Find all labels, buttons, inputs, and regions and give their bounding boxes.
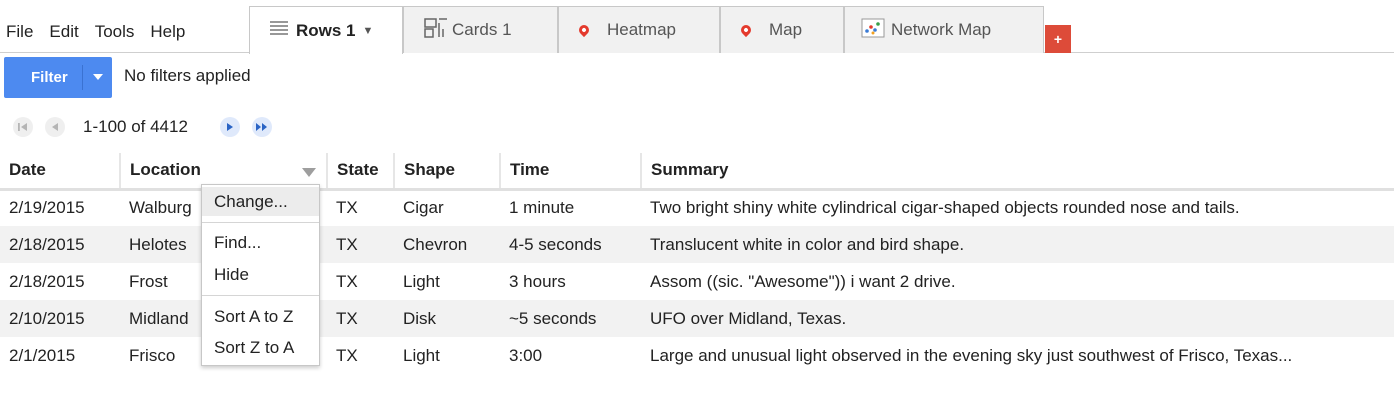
menu-item-hide[interactable]: Hide	[214, 264, 249, 284]
next-page-icon[interactable]	[219, 117, 240, 137]
table-header-row: Date Location State Shape Time Summary	[0, 153, 1394, 191]
menu-item-sort-z-a[interactable]: Sort Z to A	[214, 337, 295, 357]
network-icon	[861, 18, 885, 43]
column-header-shape[interactable]: Shape	[393, 153, 500, 191]
menu-divider	[202, 295, 319, 296]
cell-time: 3 hours	[509, 271, 566, 291]
table-row[interactable]: 2/10/2015 Midland TX Disk ~5 seconds UFO…	[0, 300, 1394, 337]
pager: 1-100 of 4412	[13, 116, 284, 138]
cell-state: TX	[336, 345, 358, 365]
cell-time: ~5 seconds	[500, 300, 641, 337]
cell-shape: Cigar	[403, 198, 444, 218]
cell-summary: UFO over Midland, Texas.	[641, 300, 1394, 337]
chevron-down-icon[interactable]: ▼	[362, 24, 374, 37]
cell-state: TX	[327, 300, 394, 337]
cell-shape: Chevron	[394, 226, 500, 263]
menu-help[interactable]: Help	[150, 22, 186, 41]
tab-map-label: Map	[769, 20, 803, 39]
pager-range: 1-100 of 4412	[83, 117, 188, 136]
column-header-location-label: Location	[130, 160, 201, 180]
menu-file[interactable]: File	[6, 22, 34, 41]
menu-item-sort-a-z[interactable]: Sort A to Z	[214, 306, 294, 326]
cell-time: 4-5 seconds	[500, 226, 641, 263]
column-header-time[interactable]: Time	[499, 153, 641, 191]
tab-network-map[interactable]: Network Map	[844, 6, 1044, 53]
tab-heatmap[interactable]: Heatmap	[558, 6, 720, 53]
filter-status: No filters applied	[124, 66, 251, 85]
column-header-summary[interactable]: Summary	[640, 153, 1394, 191]
cell-date: 2/19/2015	[9, 198, 85, 218]
cell-location: Frost	[129, 271, 168, 291]
cell-state: TX	[336, 198, 358, 218]
cell-summary: Large and unusual light observed in the …	[650, 345, 1293, 365]
table-row[interactable]: 2/19/2015 Walburg TX Cigar 1 minute Two …	[0, 189, 1394, 226]
tab-network-map-label: Network Map	[891, 20, 992, 39]
cell-state: TX	[327, 226, 394, 263]
add-tab-button[interactable]: +	[1045, 25, 1071, 53]
cell-time: 1 minute	[509, 198, 575, 218]
tab-rows[interactable]: Rows 1 ▼	[249, 6, 403, 54]
cell-location: Frisco	[129, 345, 176, 365]
tab-map[interactable]: Map	[720, 6, 844, 53]
tab-rows-label: Rows 1	[296, 20, 356, 40]
map-pin-icon	[738, 22, 754, 38]
chevron-down-icon[interactable]	[93, 74, 103, 80]
filter-button[interactable]: Filter	[4, 57, 112, 98]
cell-summary: Assom ((sic. "Awesome")) i want 2 drive.	[650, 271, 956, 291]
table-row[interactable]: 2/18/2015 Frost TX Light 3 hours Assom (…	[0, 263, 1394, 300]
column-header-date[interactable]: Date	[0, 153, 120, 191]
cell-date: 2/18/2015	[9, 271, 85, 291]
last-page-icon[interactable]	[251, 117, 272, 137]
menu-divider	[202, 222, 319, 223]
cell-shape: Light	[403, 271, 440, 291]
filter-button-divider	[82, 65, 83, 90]
menu-bar: File Edit Tools Help	[6, 22, 201, 42]
cell-date: 2/18/2015	[0, 226, 120, 263]
table-row[interactable]: 2/1/2015 Frisco TX Light 3:00 Large and …	[0, 337, 1394, 374]
column-header-state[interactable]: State	[326, 153, 394, 191]
cell-summary: Two bright shiny white cylindrical cigar…	[650, 198, 1240, 218]
first-page-icon[interactable]	[13, 117, 33, 137]
menu-item-find[interactable]: Find...	[214, 232, 262, 252]
cell-summary: Translucent white in color and bird shap…	[641, 226, 1394, 263]
menu-item-change[interactable]: Change...	[202, 187, 319, 216]
cell-time: 3:00	[509, 345, 543, 365]
menu-tools[interactable]: Tools	[94, 22, 135, 41]
tab-heatmap-label: Heatmap	[607, 20, 676, 39]
map-pin-icon	[576, 22, 592, 38]
column-context-menu: Change... Find... Hide Sort A to Z Sort …	[201, 184, 320, 366]
cell-location: Walburg	[129, 198, 192, 218]
data-table: Date Location State Shape Time Summary 2…	[0, 153, 1394, 374]
cell-shape: Light	[403, 345, 440, 365]
cell-state: TX	[336, 271, 358, 291]
cards-icon	[424, 17, 448, 43]
top-bar: File Edit Tools Help Rows 1 ▼ Cards 1 He…	[0, 0, 1394, 54]
tab-cards[interactable]: Cards 1	[403, 6, 558, 53]
cell-date: 2/1/2015	[9, 345, 76, 365]
previous-page-icon[interactable]	[45, 117, 65, 137]
column-menu-icon[interactable]	[302, 168, 316, 177]
cell-date: 2/10/2015	[0, 300, 120, 337]
filter-button-label: Filter	[31, 69, 68, 86]
rows-icon	[269, 20, 289, 41]
table-row[interactable]: 2/18/2015 Helotes TX Chevron 4-5 seconds…	[0, 226, 1394, 263]
tab-cards-label: Cards 1	[452, 20, 512, 39]
menu-edit[interactable]: Edit	[49, 22, 79, 41]
cell-shape: Disk	[394, 300, 500, 337]
